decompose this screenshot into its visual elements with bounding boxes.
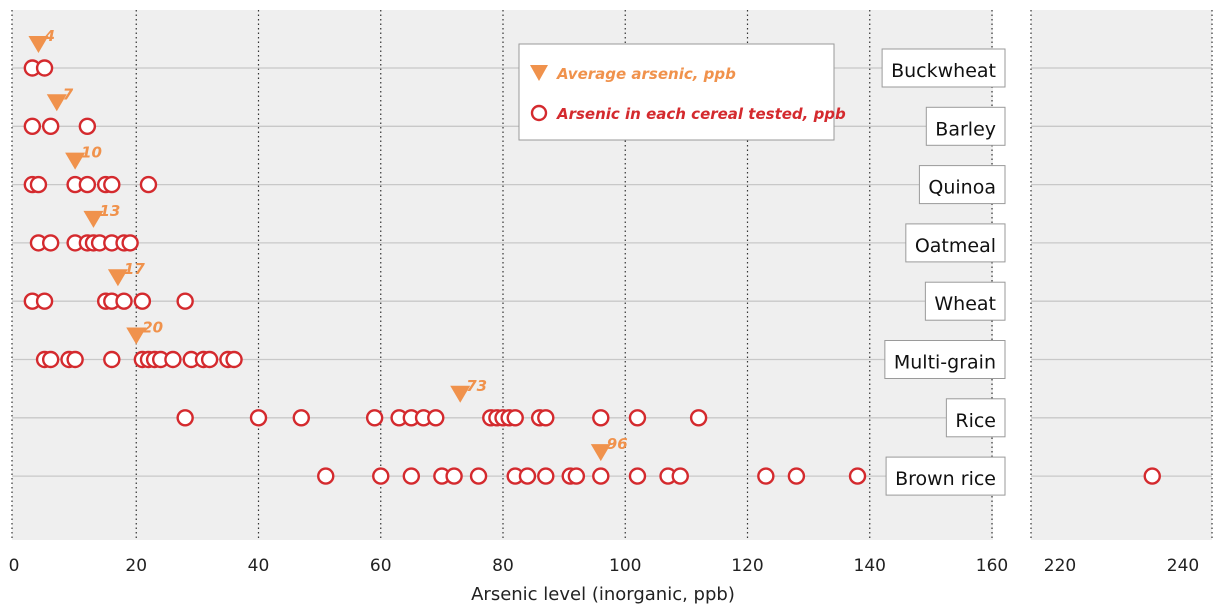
average-marker-wheat (107, 269, 128, 287)
category-label-multi-grain: Multi-grain (894, 352, 996, 374)
category-label-oatmeal: Oatmeal (915, 235, 996, 257)
category-box-barley (925, 106, 1006, 146)
average-marker-oatmeal (83, 210, 104, 228)
data-point-barley-1 (41, 117, 60, 136)
x-tick-160: 160 (976, 556, 1008, 576)
data-point-brown-rice-1 (372, 467, 390, 485)
data-point-brown-rice-18 (1143, 467, 1161, 485)
data-point-barley-0 (23, 117, 42, 136)
category-label-rice: Rice (955, 410, 996, 432)
category-box-quinoa (918, 165, 1006, 205)
average-label-oatmeal: 13 (99, 202, 120, 220)
x-tick-120: 120 (731, 556, 763, 576)
data-point-multi-grain-3 (66, 350, 84, 369)
category-label-quinoa: Quinoa (928, 177, 996, 199)
x-tick-100: 100 (609, 556, 641, 576)
data-point-rice-3 (365, 409, 384, 427)
data-point-rice-1 (249, 409, 268, 427)
average-label-quinoa: 10 (81, 144, 102, 162)
average-label-barley: 7 (63, 85, 74, 103)
data-point-oatmeal-8 (121, 234, 139, 252)
data-point-multi-grain-14 (225, 350, 243, 369)
data-point-rice-7 (427, 409, 445, 427)
x-tick-20: 20 (125, 556, 147, 576)
legend-average-marker (530, 65, 548, 81)
category-label-brown-rice: Brown rice (895, 468, 996, 490)
data-point-rice-15 (592, 409, 610, 427)
legend-average-label: Average arsenic, ppb (556, 65, 736, 83)
average-label-multi-grain: 20 (142, 319, 163, 337)
legend-box (518, 43, 835, 141)
data-point-rice-12 (506, 409, 524, 427)
category-label-barley: Barley (935, 118, 996, 140)
data-point-oatmeal-1 (41, 234, 60, 252)
average-marker-brown-rice (590, 444, 611, 462)
category-box-rice (945, 398, 1006, 438)
data-point-wheat-6 (176, 292, 194, 310)
data-point-brown-rice-14 (671, 467, 689, 485)
data-point-rice-14 (537, 409, 555, 427)
average-marker-buckwheat (28, 36, 49, 53)
data-point-brown-rice-2 (402, 467, 421, 485)
data-point-rice-17 (689, 409, 708, 427)
data-point-quinoa-1 (29, 175, 48, 194)
data-point-brown-rice-5 (469, 467, 488, 485)
data-point-brown-rice-7 (518, 467, 537, 485)
data-point-multi-grain-4 (103, 350, 121, 369)
data-point-brown-rice-11 (592, 467, 610, 485)
data-point-brown-rice-17 (848, 467, 867, 485)
data-point-wheat-4 (115, 292, 133, 310)
x-tick-240: 240 (1167, 556, 1199, 576)
data-point-rice-16 (628, 409, 647, 427)
average-marker-multi-grain (126, 327, 147, 345)
category-box-buckwheat (881, 48, 1006, 88)
data-point-brown-rice-4 (445, 467, 463, 485)
x-tick-60: 60 (370, 556, 392, 576)
x-tick-0: 0 (9, 556, 20, 576)
x-tick-140: 140 (854, 556, 886, 576)
legend-point-marker (530, 104, 548, 122)
legend-each-label: Arsenic in each cereal tested, ppb (556, 105, 846, 123)
category-box-brown-rice (885, 456, 1006, 496)
data-point-multi-grain-1 (41, 350, 60, 369)
x-axis-label: Arsenic level (inorganic, ppb) (471, 584, 735, 605)
average-marker-barley (46, 94, 67, 112)
average-marker-quinoa (65, 152, 86, 170)
data-point-quinoa-3 (78, 175, 97, 194)
x-tick-220: 220 (1044, 556, 1076, 576)
data-point-brown-rice-0 (317, 467, 335, 485)
data-point-quinoa-5 (103, 175, 121, 194)
data-point-rice-2 (292, 409, 310, 427)
average-label-brown-rice: 96 (607, 435, 628, 453)
data-point-brown-rice-16 (787, 467, 806, 485)
data-point-multi-grain-9 (164, 350, 182, 369)
data-point-wheat-1 (35, 292, 54, 310)
category-box-oatmeal (905, 223, 1006, 263)
data-point-brown-rice-8 (537, 467, 555, 485)
category-label-wheat: Wheat (934, 293, 996, 315)
data-point-multi-grain-12 (200, 350, 219, 369)
data-point-buckwheat-1 (35, 59, 54, 77)
category-label-buckwheat: Buckwheat (891, 60, 996, 82)
data-point-quinoa-6 (139, 175, 158, 194)
x-tick-40: 40 (248, 556, 270, 576)
data-point-brown-rice-12 (628, 467, 647, 485)
average-marker-rice (450, 385, 471, 403)
data-point-wheat-5 (133, 292, 152, 310)
data-point-barley-2 (78, 117, 97, 136)
x-tick-80: 80 (492, 556, 514, 576)
plot-panel-right (1031, 10, 1212, 540)
category-box-multi-grain (884, 340, 1006, 379)
data-point-brown-rice-10 (567, 467, 586, 485)
category-box-wheat (924, 281, 1006, 321)
average-label-buckwheat: 4 (43, 27, 54, 45)
average-label-rice: 73 (466, 377, 487, 395)
data-point-brown-rice-15 (757, 467, 775, 485)
data-point-rice-0 (176, 409, 194, 427)
average-label-wheat: 17 (124, 260, 145, 278)
